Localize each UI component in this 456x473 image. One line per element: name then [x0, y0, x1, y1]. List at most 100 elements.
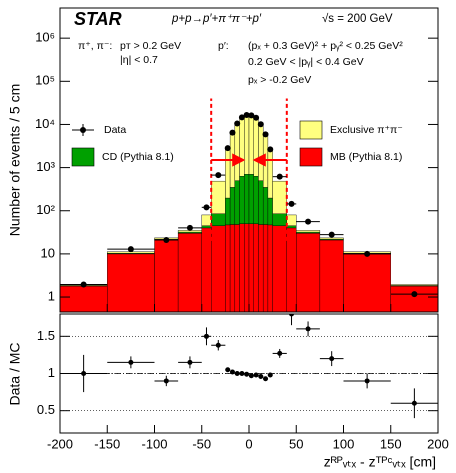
hist-bar	[286, 227, 297, 312]
data-point	[238, 114, 245, 121]
data-point	[411, 400, 417, 406]
hist-bar	[253, 223, 259, 312]
hist-bar	[234, 123, 240, 181]
data-point	[215, 172, 222, 179]
legend-swatch	[71, 147, 95, 167]
hist-bar	[107, 253, 155, 312]
hist-bar	[225, 224, 231, 312]
data-point	[127, 246, 134, 253]
x-tick-label: 50	[289, 436, 303, 451]
hist-bar	[253, 176, 259, 224]
y-tick-label: 10⁶	[35, 30, 55, 45]
data-point	[244, 371, 250, 377]
data-point	[305, 326, 311, 332]
chart-title: p+p→p′+π⁺π⁻+p′	[171, 13, 262, 25]
hist-bar	[272, 180, 288, 214]
data-point	[248, 112, 255, 119]
lower-plot	[60, 314, 438, 419]
y-tick-label: 10³	[36, 159, 55, 174]
x-tick-label: -150	[94, 436, 120, 451]
legend-label: Exclusive π⁺π⁻	[330, 124, 403, 136]
hist-bar	[229, 187, 236, 225]
y-tick-label: 1	[48, 365, 55, 380]
x-tick-label: -50	[192, 436, 211, 451]
data-point	[253, 372, 259, 378]
hist-bar	[210, 213, 226, 226]
hist-bar	[239, 223, 245, 312]
hist-bar	[210, 180, 226, 214]
legend-label: MB (Pythia 8.1)	[330, 151, 402, 163]
data-point	[203, 333, 209, 339]
annotation: 0.2 GeV < |pᵧ| < 0.4 GeV	[248, 56, 364, 68]
x-tick-label: -200	[47, 436, 73, 451]
hist-bar	[262, 224, 269, 312]
data-point	[186, 224, 193, 231]
cut-arrow	[252, 153, 287, 167]
x-tick-label: 200	[427, 436, 449, 451]
hist-bar	[267, 148, 273, 199]
hist-bar	[225, 197, 231, 226]
x-tick-label: 0	[245, 436, 252, 451]
hist-bar	[234, 224, 240, 312]
hist-bar	[296, 230, 321, 233]
data-point	[263, 376, 269, 382]
data-point	[225, 367, 231, 373]
x-tick-label: -100	[141, 436, 167, 451]
legend-label: Data	[104, 124, 126, 136]
logo: STAR	[74, 9, 122, 29]
hist-bar	[248, 223, 254, 312]
y-tick-label: 10	[41, 245, 55, 260]
cut-arrow	[211, 153, 246, 167]
hist-bar	[201, 227, 212, 312]
data-point	[411, 291, 418, 298]
data-point	[305, 218, 312, 225]
data-point	[203, 204, 210, 211]
data-point	[267, 146, 274, 153]
hist-bar	[262, 187, 269, 225]
legend-label: CD (Pythia 8.1)	[102, 151, 174, 163]
data-point	[262, 131, 269, 138]
hist-bar	[248, 174, 254, 224]
hist-bar	[244, 223, 250, 312]
hist-bar	[267, 224, 273, 312]
hist-bar	[239, 117, 245, 177]
annotation: π⁺, π⁻:	[78, 40, 112, 52]
hist-bar	[258, 123, 264, 181]
annotation: p′:	[218, 40, 229, 52]
data-point	[224, 145, 231, 152]
y-tick-label: 10²	[36, 202, 55, 217]
data-point	[128, 359, 134, 365]
y-tick-label: 0.5	[37, 402, 55, 417]
legend-swatch	[299, 147, 323, 167]
data-point	[289, 314, 295, 317]
hist-bar	[296, 233, 321, 312]
hist-bar	[244, 114, 250, 175]
data-point	[277, 350, 283, 356]
upper-plot	[60, 98, 438, 312]
annotation: (pₓ + 0.3 GeV)² + pᵧ² < 0.25 GeV²	[248, 40, 403, 52]
hist-bar	[229, 224, 236, 312]
hist-bar	[258, 180, 264, 225]
hist-bar	[248, 114, 254, 175]
data-point	[328, 231, 335, 238]
hist-bar	[267, 197, 273, 226]
hist-bar	[201, 225, 212, 229]
annotation: pᴛ > 0.2 GeV	[120, 40, 181, 52]
hist-bar	[210, 225, 226, 312]
y-tick-label: 1	[48, 288, 55, 303]
y-tick-label: 10⁴	[35, 116, 55, 131]
legend-swatch	[299, 120, 323, 140]
data-point	[257, 121, 264, 128]
hist-bar	[244, 174, 250, 224]
x-tick-label: 150	[380, 436, 402, 451]
hist-bar	[286, 214, 297, 226]
annotation: |η| < 0.7	[120, 54, 158, 66]
hist-bar	[60, 285, 108, 312]
data-point	[243, 112, 250, 119]
y-axis-label: Data / MC	[7, 342, 23, 405]
data-point	[215, 342, 221, 348]
data-point	[248, 373, 254, 379]
data-point	[364, 250, 371, 257]
chart-subtitle: √s = 200 GeV	[322, 12, 393, 25]
